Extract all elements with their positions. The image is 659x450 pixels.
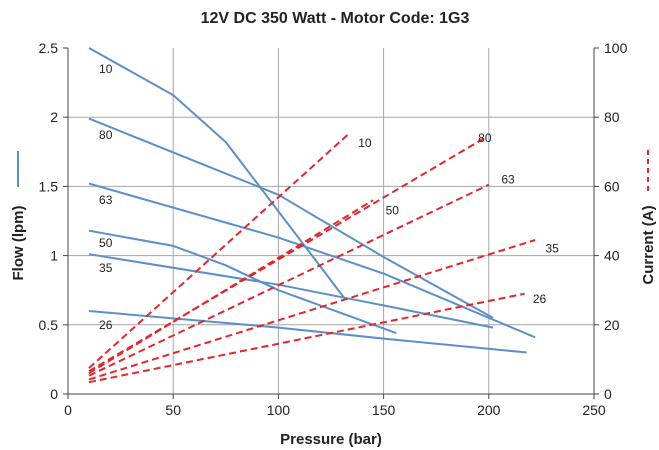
flow-series-label: 35 [99, 261, 113, 275]
x-tick-label: 150 [372, 402, 396, 418]
current-series-group [88, 132, 536, 384]
current-series-line-26 [88, 292, 525, 384]
x-axis-title: Pressure (bar) [280, 431, 382, 448]
flow-series-label: 26 [99, 318, 113, 332]
current-series-line-50 [88, 199, 374, 375]
y-tick-label: 1.5 [39, 178, 59, 194]
current-series-line-63 [88, 183, 490, 377]
flow-series-line-35 [88, 253, 494, 329]
y-tick-label: 0 [50, 386, 58, 402]
flow-series-label: 10 [99, 62, 113, 76]
current-series-label: 80 [478, 131, 492, 145]
flow-series-group [88, 47, 536, 354]
x-tick-label: 100 [267, 402, 291, 418]
x-tick-label: 250 [582, 402, 606, 418]
y2-tick-label: 100 [604, 40, 628, 56]
x-tick-label: 200 [477, 402, 501, 418]
flow-series-label: 80 [99, 128, 113, 142]
current-series-label: 26 [533, 292, 547, 306]
flow-series-line-10 [88, 47, 347, 301]
flow-series-label: 50 [99, 236, 113, 250]
current-series-line-10 [88, 132, 351, 369]
x-tick-label: 50 [165, 402, 181, 418]
y2-tick-label: 40 [604, 248, 620, 264]
current-series-label: 63 [501, 172, 515, 186]
flow-series-line-63 [88, 182, 536, 339]
y2-axis-title-group: Current (A) [640, 147, 657, 285]
y-tick-label: 2 [50, 109, 58, 125]
axes [63, 47, 599, 399]
y2-tick-label: 60 [604, 178, 620, 194]
chart-title: 12V DC 350 Watt - Motor Code: 1G3 [201, 10, 470, 27]
series-labels: 10 80 63 50 35 26 10 80 63 50 35 26 [99, 62, 559, 332]
flow-series-line-26 [88, 310, 527, 354]
current-series-line-35 [88, 239, 536, 381]
y2-axis-title: Current (A) [640, 205, 657, 284]
y2-tick-label: 20 [604, 317, 620, 333]
grid [68, 48, 594, 394]
y-axis-title-group: Flow (lpm) [10, 151, 27, 281]
flow-series-line-50 [88, 229, 397, 335]
current-series-label: 10 [358, 136, 372, 150]
x-tick-label: 0 [64, 402, 72, 418]
current-series-label: 50 [386, 204, 400, 218]
flow-series-label: 63 [99, 193, 113, 207]
y-tick-label: 0.5 [39, 317, 59, 333]
flow-series-line-80 [88, 117, 494, 319]
y2-tick-label: 0 [604, 386, 612, 402]
y2-tick-label: 80 [604, 109, 620, 125]
y-axis-title: Flow (lpm) [10, 206, 27, 281]
current-series-label: 35 [546, 242, 560, 256]
y-tick-label: 2.5 [39, 40, 59, 56]
y-tick-label: 1 [50, 248, 58, 264]
